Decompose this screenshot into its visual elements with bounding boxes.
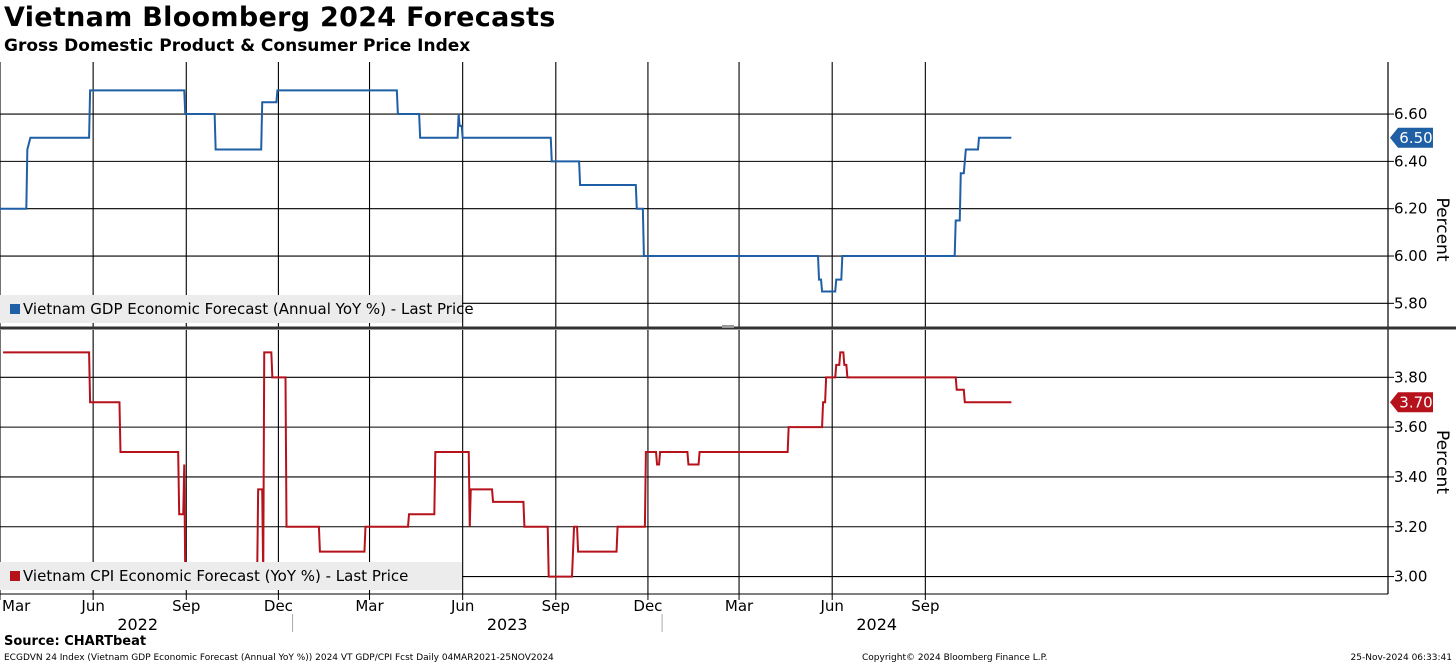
- legend-swatch: [10, 304, 20, 314]
- legend-label: Vietnam GDP Economic Forecast (Annual Yo…: [23, 300, 474, 318]
- x-tick-label: Dec: [633, 597, 662, 615]
- x-tick-label: Sep: [172, 597, 200, 615]
- index-info: ECGDVN 24 Index (Vietnam GDP Economic Fo…: [4, 653, 554, 663]
- legend-box: [0, 295, 462, 323]
- y-tick-label: 6.60: [1394, 105, 1427, 123]
- last-value-tag: [1390, 392, 1433, 413]
- y-tick-label: 3.60: [1394, 418, 1427, 436]
- chart-subtitle: Gross Domestic Product & Consumer Price …: [4, 36, 471, 56]
- year-label: 2023: [487, 615, 528, 634]
- y-tick-label: 3.40: [1394, 468, 1427, 486]
- timestamp: 25-Nov-2024 06:33:41: [1350, 653, 1452, 663]
- x-tick-label: Mar: [725, 597, 754, 615]
- last-value-tag: [1390, 127, 1433, 148]
- series-line: [3, 351, 1012, 578]
- x-tick-label: Sep: [542, 597, 570, 615]
- y-axis-title: Percent: [1432, 430, 1452, 494]
- y-tick-label: 6.20: [1394, 200, 1427, 218]
- chart-title: Vietnam Bloomberg 2024 Forecasts: [4, 2, 556, 33]
- x-tick-label: Sep: [911, 597, 939, 615]
- y-tick-label: 6.00: [1394, 247, 1427, 265]
- y-tick-label: 3.20: [1394, 518, 1427, 536]
- y-tick-label: 3.80: [1394, 368, 1427, 386]
- series-line: [0, 89, 1012, 293]
- y-axis-title: Percent: [1432, 198, 1452, 262]
- x-tick-label: Jun: [450, 597, 474, 615]
- panel-resize-handle: [722, 325, 734, 328]
- year-label: 2024: [856, 615, 897, 634]
- copyright: Copyright© 2024 Bloomberg Finance L.P.: [862, 653, 1048, 663]
- y-tick-label: 3.00: [1394, 568, 1427, 586]
- legend-box: [0, 562, 462, 590]
- legend-label: Vietnam CPI Economic Forecast (YoY %) - …: [23, 567, 408, 585]
- year-label: 2022: [117, 615, 158, 634]
- legend-swatch: [10, 571, 20, 581]
- y-tick-label: 6.40: [1394, 152, 1427, 170]
- x-tick-label: Dec: [264, 597, 293, 615]
- y-tick-label: 5.80: [1394, 294, 1427, 312]
- source-label: Source: CHARTbeat: [4, 634, 147, 649]
- last-value-label: 3.70: [1399, 394, 1432, 412]
- last-value-label: 6.50: [1399, 129, 1432, 147]
- x-tick-label: Mar: [355, 597, 384, 615]
- x-tick-label: Jun: [819, 597, 843, 615]
- x-tick-label: Mar: [2, 597, 31, 615]
- x-tick-label: Jun: [80, 597, 104, 615]
